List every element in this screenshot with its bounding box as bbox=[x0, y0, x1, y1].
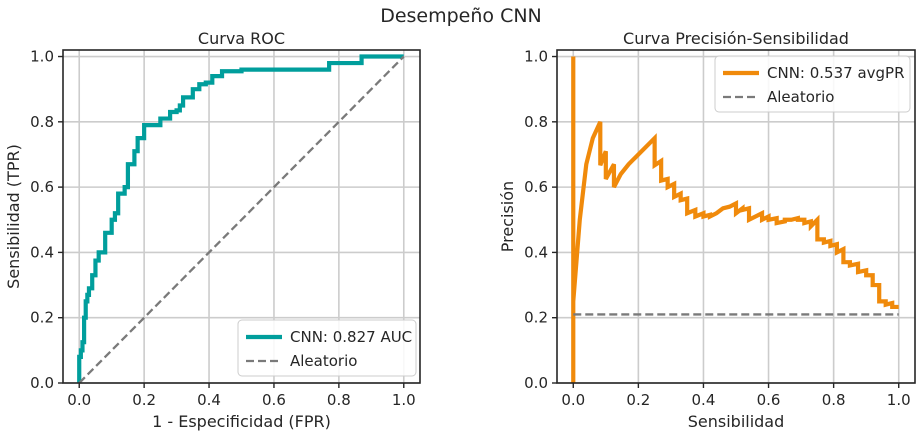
pr-axes-frame bbox=[556, 49, 916, 384]
roc-ytick-label-0: 0.0 bbox=[30, 374, 54, 392]
pr-legend-label-1: Aleatorio bbox=[767, 88, 834, 106]
roc-xtick-label-1: 0.2 bbox=[132, 391, 156, 409]
roc-legend-box bbox=[237, 319, 417, 377]
roc-ylabel: Sensibilidad (TPR) bbox=[4, 144, 23, 289]
roc-ytick-label-4: 0.8 bbox=[30, 113, 54, 131]
roc-xtick-label-5: 1.0 bbox=[392, 391, 416, 409]
pr-legend-box bbox=[714, 55, 911, 113]
pr-legend: CNN: 0.537 avgPR Aleatorio bbox=[714, 55, 911, 113]
pr-xlabel: Sensibilidad bbox=[688, 412, 785, 431]
roc-ytick-label-3: 0.6 bbox=[30, 178, 54, 196]
pr-ytick-label-4: 0.8 bbox=[524, 113, 548, 131]
roc-xtick-label-0: 0.0 bbox=[67, 391, 91, 409]
roc-xtick-label-2: 0.4 bbox=[197, 391, 221, 409]
roc-ytick-label-2: 0.4 bbox=[30, 243, 54, 261]
pr-legend-label-0: CNN: 0.537 avgPR bbox=[767, 64, 905, 82]
roc-series-cnn-line bbox=[77, 54, 404, 383]
pr-xtick-label-3: 0.6 bbox=[757, 391, 781, 409]
pr-ytick-label-5: 1.0 bbox=[524, 48, 548, 66]
roc-legend-label-0: CNN: 0.827 AUC bbox=[290, 328, 412, 346]
pr-xtick-label-4: 0.8 bbox=[822, 391, 846, 409]
roc-xlabel: 1 - Especificidad (FPR) bbox=[152, 412, 331, 431]
roc-ytick-label-1: 0.2 bbox=[30, 309, 54, 327]
roc-title: Curva ROC bbox=[198, 29, 285, 48]
roc-xtick-label-3: 0.6 bbox=[262, 391, 286, 409]
roc-legend: CNN: 0.827 AUC Aleatorio bbox=[237, 319, 417, 377]
pr-xtick-label-2: 0.4 bbox=[692, 391, 716, 409]
pr-ylabel: Precisión bbox=[498, 181, 517, 252]
pr-xtick-label-5: 1.0 bbox=[887, 391, 911, 409]
roc-xtick-label-4: 0.8 bbox=[327, 391, 351, 409]
roc-chart: 0.0 0.2 0.4 0.6 0.8 1.0 0.0 0.2 0.4 0.6 0.8 1.0 Curv… bbox=[4, 29, 421, 431]
pr-ytick-label-3: 0.6 bbox=[524, 178, 548, 196]
figure-suptitle: Desempeño CNN bbox=[380, 5, 542, 27]
roc-legend-label-1: Aleatorio bbox=[290, 352, 357, 370]
pr-title: Curva Precisión-Sensibilidad bbox=[623, 29, 849, 48]
pr-ytick-label-0: 0.0 bbox=[524, 374, 548, 392]
pr-ytick-label-2: 0.4 bbox=[524, 243, 548, 261]
pr-xtick-label-1: 0.2 bbox=[626, 391, 650, 409]
roc-ytick-label-5: 1.0 bbox=[30, 48, 54, 66]
roc-axes-frame bbox=[62, 49, 421, 384]
roc-series-random-line bbox=[78, 55, 405, 383]
pr-ytick-label-1: 0.2 bbox=[524, 309, 548, 327]
pr-chart: 0.0 0.2 0.4 0.6 0.8 1.0 0.0 0.2 0.4 0.6 0.8 1.0 Curv… bbox=[498, 29, 916, 431]
pr-xtick-label-0: 0.0 bbox=[561, 391, 585, 409]
pr-series-cnn-line bbox=[571, 56, 899, 383]
